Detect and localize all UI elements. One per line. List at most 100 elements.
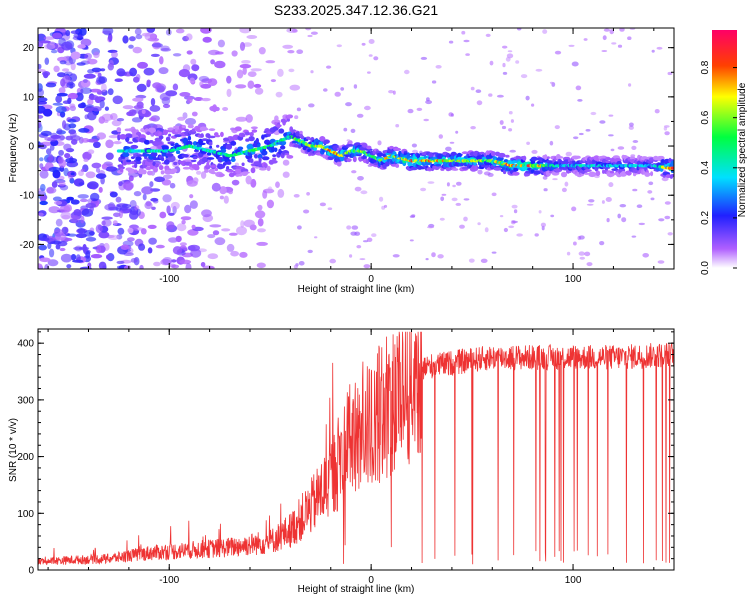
heatmap-cell [235,116,248,122]
heatmap-cell [307,249,313,254]
ridge-cell [208,128,216,132]
heatmap-cell [76,62,86,66]
heatmap-cell [191,224,196,229]
heatmap-cell [102,28,114,36]
heatmap-cell [38,97,48,102]
heatmap-cell [219,195,224,200]
heatmap-cell [90,254,103,259]
heatmap-cell [257,228,266,233]
heatmap-cell [608,114,614,117]
heatmap-cell [511,220,518,224]
ridge-cell [249,132,254,137]
heatmap-cell [106,254,110,260]
ridge-cell [186,140,193,147]
ridge-cell [187,124,194,129]
heatmap-cell [502,62,506,68]
heatmap-cell [61,41,73,51]
ridge-cell [219,173,225,177]
heatmap-cell [192,177,199,184]
heatmap-cell [617,146,625,150]
y-tick-label: -20 [20,240,35,251]
ridge-cell [187,135,192,141]
heatmap-cell [147,224,157,229]
heatmap-cell [354,186,362,192]
heatmap-cell [515,60,520,64]
heatmap-cell [86,138,99,143]
ridge-cell [450,151,458,157]
heatmap-cell [470,126,476,130]
heatmap-cell [101,113,114,122]
ridge-cell [170,143,175,147]
heatmap-cell [535,68,543,72]
heatmap-cell [107,62,115,71]
heatmap-cell [105,139,114,149]
heatmap-cell [211,182,221,192]
heatmap-cell [198,75,210,82]
heatmap-cell [80,38,92,47]
heatmap-cell [420,187,427,192]
heatmap-cell [39,257,51,263]
heatmap-cell [516,233,523,237]
heatmap-cell [113,212,121,218]
heatmap-cell [193,97,204,101]
heatmap-cell [496,94,504,98]
ridge-cell [384,161,390,167]
heatmap-cell [122,105,134,110]
ridge-cell [522,155,527,161]
heatmap-cell [45,82,57,88]
heatmap-cell [586,203,594,206]
heatmap-cell [450,113,454,117]
ridge-cell [546,156,550,160]
ridge-cell [201,156,209,163]
heatmap-cell [151,43,163,48]
snr-axes: -100 0 100 0 100 200 300 400 [17,329,674,586]
heatmap-cell [83,78,88,83]
heatmap-cell [510,119,514,123]
ridge-cell [271,146,275,153]
ridge-cell [251,129,258,133]
heatmap-cell [208,49,220,56]
ridge-cell [130,144,139,149]
heatmap-cell [214,60,226,69]
heatmap-cell [427,226,434,229]
heatmap-cell [60,78,66,87]
heatmap-cell [90,192,100,202]
heatmap-cell [439,217,445,221]
heatmap-cell [554,125,560,130]
ridge-cell [130,160,136,165]
heatmap-cell [159,56,164,65]
heatmap-cell [177,116,186,121]
heatmap-cell [202,36,212,43]
ridge-cell [389,145,394,150]
heatmap-cell [632,188,638,192]
ridge-cell [670,160,674,167]
ridge-cell [218,164,226,169]
ridge-cell [280,145,286,150]
ridge-cell [376,152,384,157]
heatmap-cell [329,258,337,264]
heatmap-cell [484,227,489,233]
spectrogram-frame [37,27,675,270]
heatmap-cell [168,237,178,243]
heatmap-cell [69,103,76,109]
heatmap-cell [178,69,190,78]
heatmap-cell [340,87,345,91]
heatmap-cell [667,232,673,236]
heatmap-cell [257,218,264,227]
ridge-cell [365,148,373,152]
ridge-cell [257,154,263,159]
heatmap-cell [463,198,470,201]
ridge-cell [237,146,244,151]
heatmap-cell [151,206,156,210]
ridge-cell [184,128,190,132]
heatmap-cell [38,33,47,42]
heatmap-cell [636,204,643,208]
ridge-cell [206,157,215,160]
heatmap-cell [129,36,136,42]
heatmap-cell [102,219,112,227]
heatmap-cell [288,68,295,73]
heatmap-cell [146,79,151,85]
heatmap-cell [209,105,218,112]
heatmap-cell [126,111,134,117]
ridge-cell [214,167,219,172]
